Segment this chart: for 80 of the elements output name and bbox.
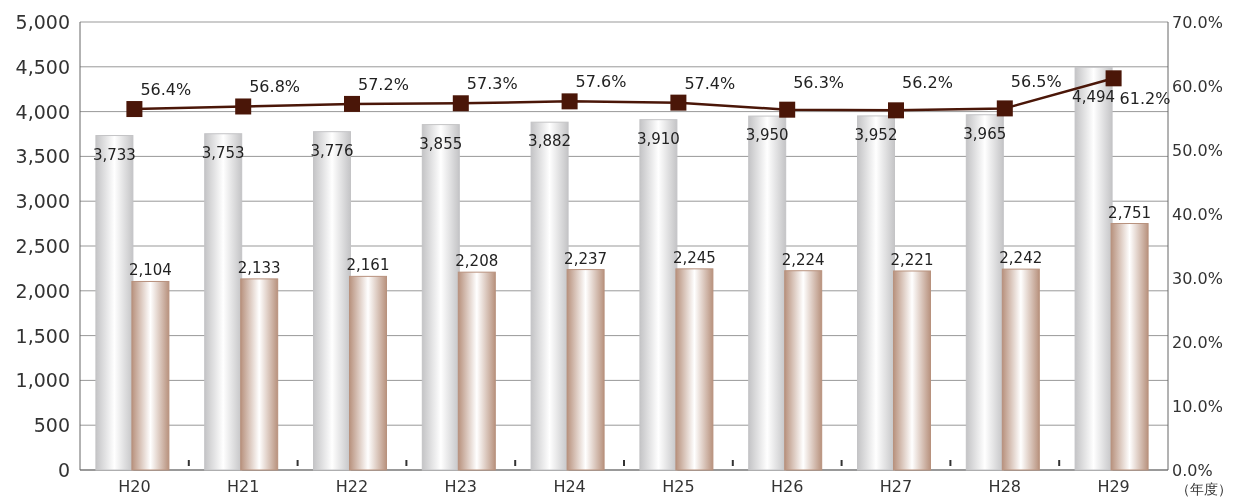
data-label: 56.3% <box>793 73 845 93</box>
y-tick-label: 2,500 <box>15 235 70 257</box>
point <box>888 102 904 119</box>
x-tick-label: H29 <box>1097 477 1130 496</box>
data-label: 57.6% <box>575 72 627 92</box>
bar <box>457 271 496 471</box>
x-tick-label: H24 <box>553 477 586 496</box>
bar <box>349 275 387 471</box>
x-tick-label: H27 <box>879 477 913 496</box>
data-label: 56.5% <box>1010 71 1062 91</box>
y2-tick-label: 60.0% <box>1172 77 1223 96</box>
y2-tick-label: 50.0% <box>1172 141 1223 160</box>
y2-tick-label: 0.0% <box>1172 461 1213 480</box>
point <box>996 100 1013 117</box>
point <box>1105 70 1122 87</box>
data-label: 2,751 <box>1108 203 1152 222</box>
bar <box>893 270 931 471</box>
data-label: 2,237 <box>564 249 608 268</box>
x-axis-title: （年度） <box>1176 481 1232 497</box>
y-tick-label: 1,000 <box>15 369 70 392</box>
bar <box>240 278 279 471</box>
y-tick-label: 4,000 <box>15 100 70 123</box>
point <box>235 98 252 115</box>
data-label: 2,133 <box>237 258 281 277</box>
data-label: 2,242 <box>999 249 1043 268</box>
x-tick-label: H25 <box>662 477 695 496</box>
y-tick-label: 3,000 <box>15 190 70 213</box>
bar <box>1001 268 1040 471</box>
y-tick-label: 4,500 <box>15 55 70 78</box>
x-tick-label: H21 <box>227 477 260 496</box>
point <box>561 93 578 110</box>
y-tick-label: 2,000 <box>15 279 70 302</box>
y-tick-label: 500 <box>33 414 70 437</box>
data-label: 56.4% <box>140 80 192 100</box>
bar <box>131 280 170 471</box>
y-tick-label: 0 <box>57 459 70 481</box>
data-label: 3,882 <box>528 132 572 151</box>
data-label: 56.2% <box>902 72 953 92</box>
data-label: 3,965 <box>963 124 1007 143</box>
data-label: 3,950 <box>745 126 789 145</box>
y2-tick-label: 20.0% <box>1172 333 1223 352</box>
data-label: 3,910 <box>636 129 680 148</box>
data-label: 57.2% <box>358 74 409 94</box>
x-tick-label: H20 <box>118 477 151 496</box>
bar <box>675 268 714 471</box>
data-label: 2,224 <box>781 250 825 269</box>
y-tick-label: 3,500 <box>15 145 70 168</box>
point <box>344 95 360 112</box>
y2-tick-label: 10.0% <box>1172 397 1223 416</box>
y2-tick-label: 30.0% <box>1172 269 1223 288</box>
data-label: 3,952 <box>854 125 898 144</box>
x-tick-label: H28 <box>988 477 1021 496</box>
data-label: 61.2% <box>1119 89 1171 109</box>
data-label: 57.3% <box>466 74 518 94</box>
y-tick-label: 5,000 <box>15 11 70 33</box>
data-label: 2,245 <box>672 248 716 267</box>
data-label: 4,494 <box>1072 88 1116 107</box>
point <box>452 95 469 112</box>
x-tick-label: H26 <box>771 477 804 496</box>
bar <box>784 270 823 471</box>
point <box>126 101 143 118</box>
point <box>779 101 796 118</box>
data-label: 56.8% <box>249 77 301 97</box>
x-tick-label: H22 <box>335 477 369 496</box>
data-label: 3,776 <box>310 141 354 160</box>
data-label: 2,221 <box>890 251 934 269</box>
data-label: 2,104 <box>128 261 172 280</box>
data-label: 2,161 <box>346 256 390 275</box>
x-tick-label: H23 <box>444 477 477 496</box>
y-tick-label: 1,500 <box>15 324 70 347</box>
data-label: 3,733 <box>92 145 136 164</box>
y2-tick-label: 70.0% <box>1172 13 1223 32</box>
y2-tick-label: 40.0% <box>1172 205 1223 224</box>
bar <box>566 269 605 471</box>
bar <box>1110 223 1149 471</box>
point <box>670 94 687 111</box>
data-label: 3,753 <box>201 143 245 162</box>
data-label: 2,208 <box>455 252 499 271</box>
data-label: 3,855 <box>419 134 463 153</box>
data-label: 57.4% <box>684 73 736 93</box>
